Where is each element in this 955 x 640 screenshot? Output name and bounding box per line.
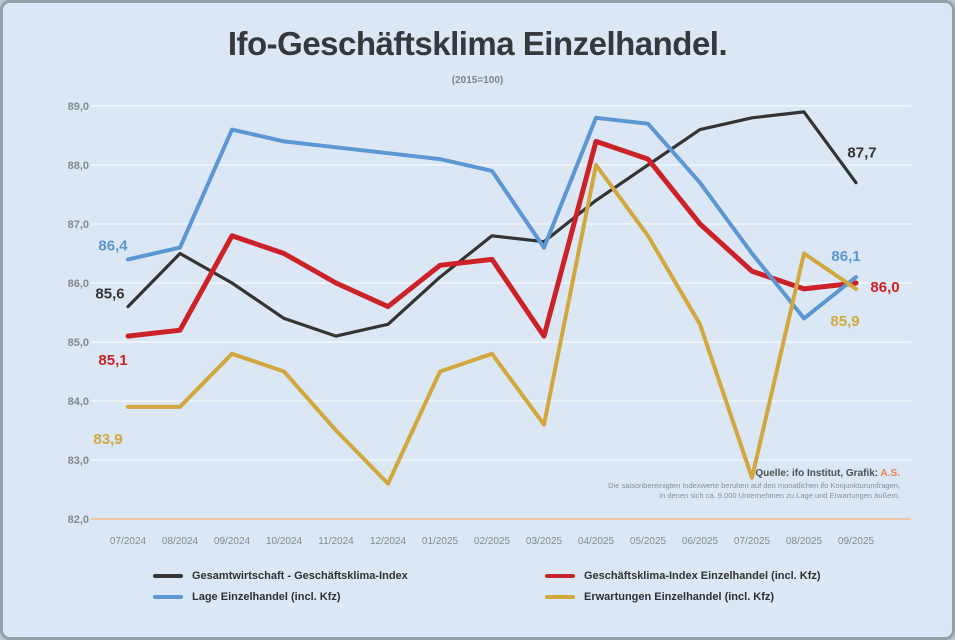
series-line-3 [126,163,858,486]
x-tick-label: 11/2024 [318,536,354,547]
source-label: Quelle: ifo Institut, Grafik: [755,468,881,479]
series-end-value-label: 87,7 [847,145,876,162]
x-tick-label: 08/2025 [786,536,823,547]
legend-label: Lage Einzelhandel (incl. Kfz) [192,591,341,603]
series-start-value-label: 86,4 [98,237,128,254]
legend-item-gesamtwirtschaft: Gesamtwirtschaft - Geschäftsklima-Index [153,570,541,582]
source-note-line3: in denen sich ca. 9.000 Unternehmen zu L… [659,490,900,500]
series-line-0 [126,110,858,338]
x-tick-label: 09/2024 [214,536,251,547]
x-tick-label: 06/2025 [682,536,719,547]
source-line: Quelle: ifo Institut, Grafik: A.S. [608,467,900,481]
legend-marker-red-line [545,574,575,578]
legend-label: Erwartungen Einzelhandel (incl. Kfz) [584,591,775,603]
legend-marker-yellow-line [545,595,575,599]
series-start-value-label: 85,1 [98,352,127,369]
x-tick-label: 12/2024 [370,536,407,547]
source-note: Quelle: ifo Institut, Grafik: A.S. Die s… [608,467,900,501]
chart-legend: Gesamtwirtschaft - Geschäftsklima-Index … [153,570,821,603]
business-climate-line-chart: 89,0 88,0 87,0 86,0 85,0 84,0 83,0 82,0 07/2024 0… [68,101,911,547]
y-tick-label: 84,0 [68,396,89,408]
x-tick-label: 05/2025 [630,536,667,547]
x-tick-label: 07/2025 [734,536,771,547]
y-tick-label: 86,0 [68,278,89,290]
y-tick-label: 87,0 [68,219,89,231]
series-end-value-label: 86,0 [870,279,899,296]
y-tick-label: 82,0 [68,514,89,526]
series-start-value-label: 85,6 [95,286,124,303]
legend-label: Geschäftsklima-Index Einzelhandel (incl.… [584,570,821,582]
series-line-1 [125,138,859,339]
legend-item-erwartungen-einzelhandel: Erwartungen Einzelhandel (incl. Kfz) [545,591,821,603]
x-tick-label: 07/2024 [110,536,147,547]
x-tick-label: 01/2025 [422,536,459,547]
x-tick-label: 03/2025 [526,536,563,547]
legend-label: Gesamtwirtschaft - Geschäftsklima-Index [192,570,408,582]
legend-marker-blue-line [153,595,183,599]
x-tick-label: 02/2025 [474,536,511,547]
legend-item-geschaeftsklima-einzelhandel: Geschäftsklima-Index Einzelhandel (incl.… [545,570,821,582]
source-credit-link[interactable]: A.S. [880,468,900,479]
x-tick-label: 09/2025 [838,536,875,547]
y-tick-label: 85,0 [68,337,89,349]
series-line-2 [126,115,858,321]
y-tick-label: 88,0 [68,160,89,172]
series-start-value-label: 83,9 [93,431,122,448]
x-tick-label: 10/2024 [266,536,303,547]
legend-item-lage-einzelhandel: Lage Einzelhandel (incl. Kfz) [153,591,541,603]
series-end-value-label: 86,1 [831,248,860,265]
source-note-line2: Die saisonbereinigten Indexwerte beruhen… [608,480,900,490]
x-tick-label: 08/2024 [162,536,199,547]
legend-marker-black-line [153,574,183,578]
chart-title: Ifo-Geschäftsklima Einzelhandel. [227,25,728,62]
series-end-value-label: 85,9 [830,313,859,330]
y-tick-label: 89,0 [68,101,89,113]
x-tick-label: 04/2025 [578,536,615,547]
y-tick-label: 83,0 [68,455,89,467]
chart-subtitle: (2015=100) [451,75,504,86]
